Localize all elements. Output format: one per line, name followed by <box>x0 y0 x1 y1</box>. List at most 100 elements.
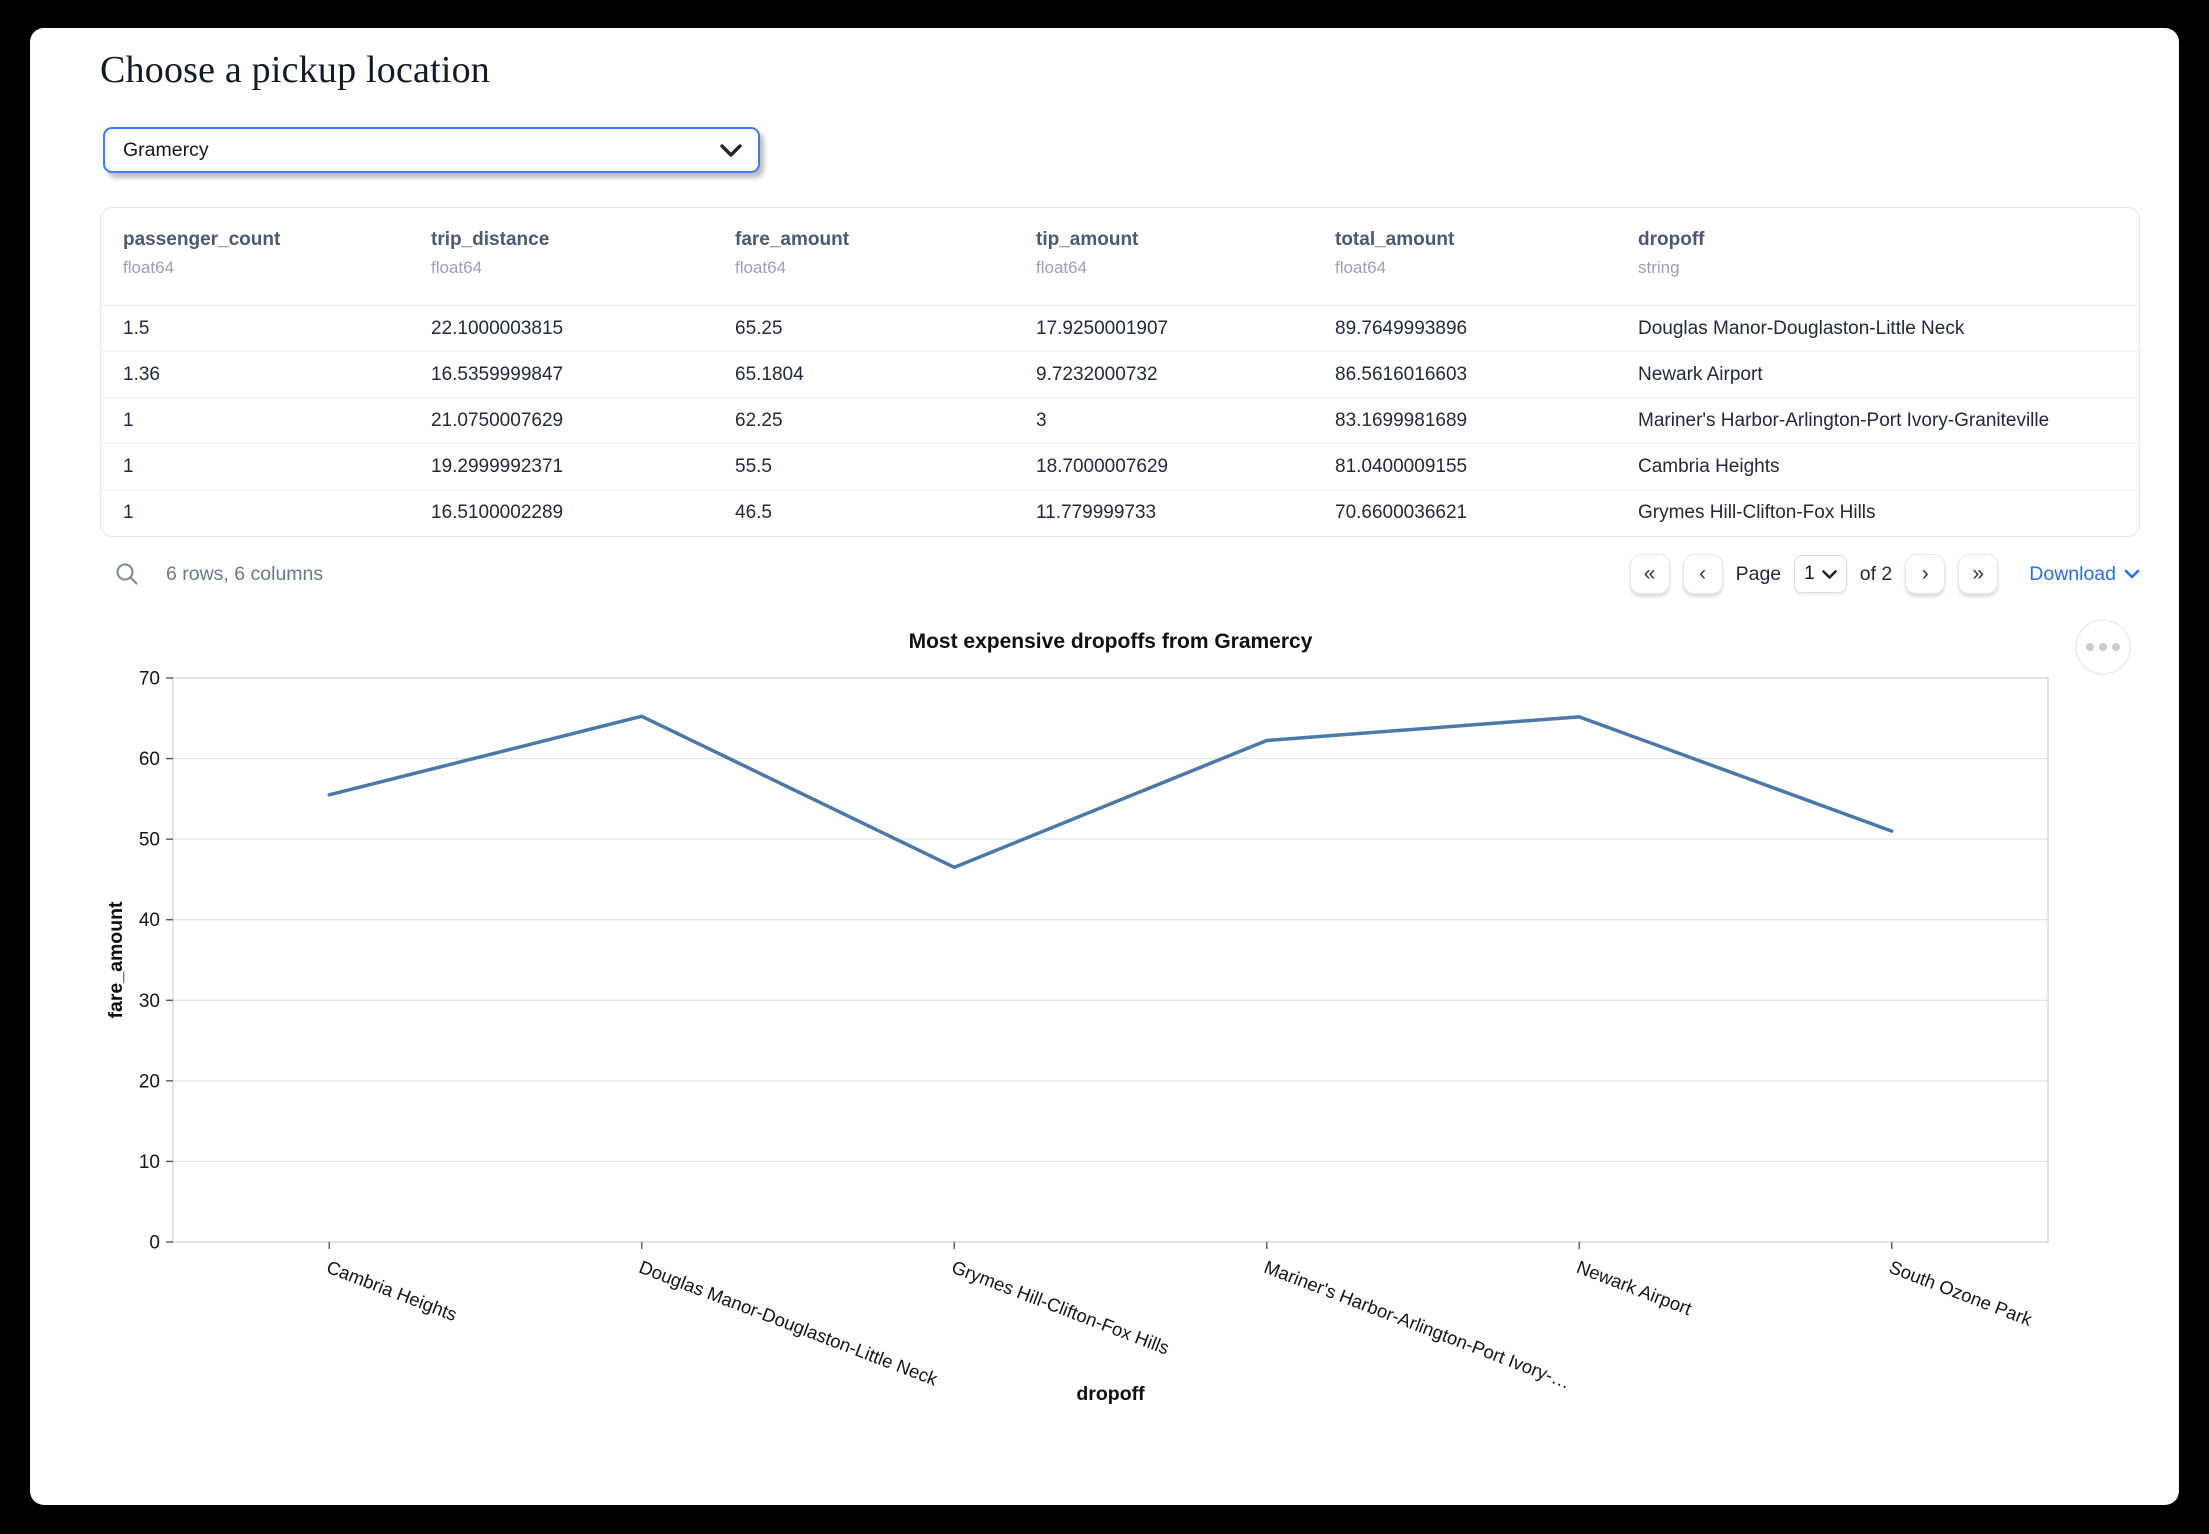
table-cell: 3 <box>1036 409 1047 431</box>
table-row: 1 21.0750007629 62.25 3 83.1699981689 Mariner… <box>101 398 2139 444</box>
chevron-down-icon <box>2124 569 2140 579</box>
page-title: Choose a pickup location <box>100 49 490 91</box>
ellipsis-icon <box>2112 643 2120 651</box>
table-cell: 18.7000007629 <box>1036 455 1169 477</box>
table-cell: 70.6600036621 <box>1335 502 1468 523</box>
table-footer-left: 6 rows, 6 columns <box>100 561 323 587</box>
column-type: float64 <box>123 258 175 277</box>
column-type: float64 <box>735 258 787 277</box>
chevron-down-icon <box>720 143 742 157</box>
download-button[interactable]: Download <box>2029 563 2140 586</box>
pickup-location-value: Gramercy <box>123 138 209 161</box>
svg-text:Newark Airport: Newark Airport <box>1574 1256 1695 1319</box>
table-status: 6 rows, 6 columns <box>166 562 324 585</box>
ellipsis-icon <box>2086 643 2094 651</box>
chevron-down-icon <box>1821 569 1837 579</box>
column-name: passenger_count <box>123 229 281 250</box>
svg-text:0: 0 <box>149 1233 160 1254</box>
table-cell: 62.25 <box>735 409 783 431</box>
table-cell: 83.1699981689 <box>1335 409 1468 431</box>
ellipsis-icon <box>2099 643 2107 651</box>
svg-text:Douglas Manor-Douglaston-Littl: Douglas Manor-Douglaston-Little Neck <box>636 1256 941 1390</box>
table-cell: 81.0400009155 <box>1335 455 1468 477</box>
table-cell: 1 <box>123 409 134 431</box>
app-card: Choose a pickup location Gramercy passen… <box>30 28 2179 1505</box>
page-select-value: 1 <box>1804 563 1815 584</box>
column-header-total_amount[interactable]: total_amount float64 <box>1335 229 1638 305</box>
pagination: « ‹ Page 1 of 2 › » Download <box>1629 554 2140 594</box>
column-header-dropoff[interactable]: dropoff string <box>1638 229 2139 305</box>
first-page-button[interactable]: « <box>1629 554 1670 594</box>
table-cell: 19.2999992371 <box>431 455 564 477</box>
table-cell: Newark Airport <box>1638 363 1763 385</box>
table-cell: 22.1000003815 <box>431 317 564 339</box>
column-type: float64 <box>1036 258 1088 277</box>
table-row: 1 19.2999992371 55.5 18.7000007629 81.040000… <box>101 444 2139 490</box>
svg-text:60: 60 <box>139 749 160 770</box>
column-name: dropoff <box>1638 229 1705 250</box>
svg-text:Mariner's Harbor-Arlington-Por: Mariner's Harbor-Arlington-Port Ivory-… <box>1261 1256 1573 1393</box>
table-cell: 1.5 <box>123 317 150 339</box>
table-row: 1 16.5100002289 46.5 11.779999733 70.6600036… <box>101 490 2139 536</box>
column-name: fare_amount <box>735 229 850 250</box>
table-cell: 89.7649993896 <box>1335 317 1468 339</box>
page-select[interactable]: 1 <box>1794 555 1847 593</box>
table-cell: 21.0750007629 <box>431 409 564 431</box>
svg-text:dropoff: dropoff <box>1076 1383 1145 1405</box>
svg-text:Cambria Heights: Cambria Heights <box>324 1256 460 1325</box>
table-footer: 6 rows, 6 columns « ‹ Page 1 of 2 › » Do… <box>100 550 2140 598</box>
svg-text:30: 30 <box>139 991 160 1012</box>
column-type: float64 <box>431 258 483 277</box>
column-header-passenger_count[interactable]: passenger_count float64 <box>123 229 431 305</box>
table-cell: Douglas Manor-Douglaston-Little Neck <box>1638 317 1965 339</box>
table-cell: Grymes Hill-Clifton-Fox Hills <box>1638 502 1876 523</box>
svg-text:Grymes Hill-Clifton-Fox Hills: Grymes Hill-Clifton-Fox Hills <box>949 1256 1172 1358</box>
column-header-fare_amount[interactable]: fare_amount float64 <box>735 229 1036 305</box>
search-icon[interactable] <box>114 561 140 587</box>
column-type: string <box>1638 258 1680 277</box>
last-page-button[interactable]: » <box>1958 554 1999 594</box>
table-cell: 65.1804 <box>735 363 804 385</box>
svg-text:70: 70 <box>139 669 160 690</box>
column-name: trip_distance <box>431 229 550 250</box>
table-cell: 1.36 <box>123 363 160 385</box>
prev-page-button[interactable]: ‹ <box>1682 554 1723 594</box>
table-cell: 1 <box>123 502 134 523</box>
column-header-trip_distance[interactable]: trip_distance float64 <box>431 229 735 305</box>
chart-title: Most expensive dropoffs from Gramercy <box>908 630 1313 653</box>
column-type: float64 <box>1335 258 1387 277</box>
svg-text:South Ozone Park: South Ozone Park <box>1886 1256 2035 1330</box>
column-name: tip_amount <box>1036 229 1139 250</box>
download-label: Download <box>2029 562 2116 585</box>
table-row: 1.36 16.5359999847 65.1804 9.7232000732 86.5… <box>101 352 2139 398</box>
pickup-location-select[interactable]: Gramercy <box>103 127 760 173</box>
svg-text:40: 40 <box>139 910 160 931</box>
table-cell: 1 <box>123 455 134 477</box>
next-page-button[interactable]: › <box>1905 554 1946 594</box>
page-of-label: of 2 <box>1859 562 1893 585</box>
table-body: 1.5 22.1000003815 65.25 17.9250001907 89.764… <box>101 306 2139 536</box>
table-cell: 9.7232000732 <box>1036 363 1158 385</box>
table-cell: 46.5 <box>735 502 772 523</box>
table-cell: 17.9250001907 <box>1036 317 1169 339</box>
table-cell: Mariner's Harbor-Arlington-Port Ivory-Gr… <box>1638 409 2050 431</box>
svg-text:fare_amount: fare_amount <box>105 901 127 1019</box>
svg-text:20: 20 <box>139 1071 160 1092</box>
table-row: 1.5 22.1000003815 65.25 17.9250001907 89.764… <box>101 306 2139 352</box>
table-cell: Cambria Heights <box>1638 455 1780 477</box>
table-cell: 55.5 <box>735 455 772 477</box>
svg-text:10: 10 <box>139 1152 160 1173</box>
table-cell: 11.779999733 <box>1036 502 1157 523</box>
svg-text:50: 50 <box>139 830 160 851</box>
table-cell: 16.5100002289 <box>431 502 564 523</box>
column-name: total_amount <box>1335 229 1455 250</box>
line-chart: 0 10 20 30 40 50 60 70 Cambria Heights Douglas Ma… <box>105 669 2049 1405</box>
page-label: Page <box>1735 562 1782 585</box>
table-cell: 86.5616016603 <box>1335 363 1468 385</box>
column-header-tip_amount[interactable]: tip_amount float64 <box>1036 229 1335 305</box>
table-cell: 65.25 <box>735 317 783 339</box>
chart-menu-button[interactable] <box>2075 619 2131 675</box>
table-cell: 16.5359999847 <box>431 363 564 385</box>
